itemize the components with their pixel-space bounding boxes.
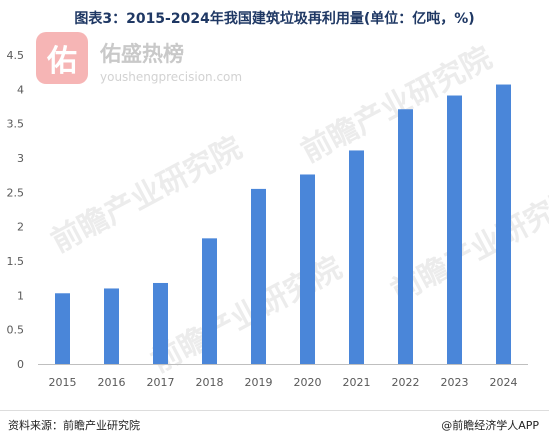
- y-tick-label: 2.5: [7, 186, 25, 199]
- y-tick-label: 0.5: [7, 324, 25, 337]
- footer-divider: [0, 410, 549, 411]
- chart-title: 图表3：2015-2024年我国建筑垃圾再利用量(单位：亿吨，%): [74, 11, 475, 27]
- bar-2018: [202, 238, 217, 364]
- y-tick-label: 3.5: [7, 118, 25, 131]
- x-tick-label: 2016: [98, 376, 126, 389]
- y-tick-label: 1: [17, 289, 24, 302]
- bar-chart: 00.511.522.533.544.5 2015 2016 2017 2018 201…: [7, 49, 528, 389]
- y-tick-label: 4.5: [7, 49, 25, 62]
- bar-2019: [251, 188, 266, 364]
- bar-2023: [447, 95, 462, 364]
- y-tick-label: 4: [17, 83, 24, 96]
- watermark-logo: 佑: [36, 32, 88, 84]
- x-tick-label: 2015: [49, 376, 77, 389]
- bar-2016: [104, 288, 119, 364]
- x-tick-label: 2017: [147, 376, 175, 389]
- x-tick-label: 2019: [245, 376, 273, 389]
- y-axis-ticks: 0 0.5 1 1.5 2 2.5 3 3.5 4 4.5: [7, 49, 25, 371]
- watermark-url: youshengprecision.com: [100, 70, 243, 84]
- x-tick-label: 2023: [441, 376, 469, 389]
- bar-2024: [496, 84, 511, 364]
- credit-note: @前瞻经济学人APP: [441, 419, 539, 432]
- x-tick-label: 2021: [343, 376, 371, 389]
- bars: [55, 84, 511, 364]
- x-tick-label: 2018: [196, 376, 224, 389]
- bar-2022: [398, 109, 413, 364]
- x-tick-label: 2020: [294, 376, 322, 389]
- x-tick-label: 2022: [392, 376, 420, 389]
- y-tick-label: 3: [17, 152, 24, 165]
- bar-2021: [349, 150, 364, 364]
- x-axis-ticks: 2015 2016 2017 2018 2019 2020 2021 2022 2023 2024: [49, 376, 518, 389]
- y-tick-label: 1.5: [7, 255, 25, 268]
- bar-2017: [153, 282, 168, 364]
- bar-2020: [300, 174, 315, 364]
- bar-2015: [55, 293, 70, 364]
- watermark-name: 佑盛热榜: [100, 42, 184, 66]
- y-tick-label: 2: [17, 221, 24, 234]
- x-tick-label: 2024: [490, 376, 518, 389]
- y-tick-label: 0: [17, 358, 24, 371]
- source-note: 资料来源：前瞻产业研究院: [8, 419, 140, 432]
